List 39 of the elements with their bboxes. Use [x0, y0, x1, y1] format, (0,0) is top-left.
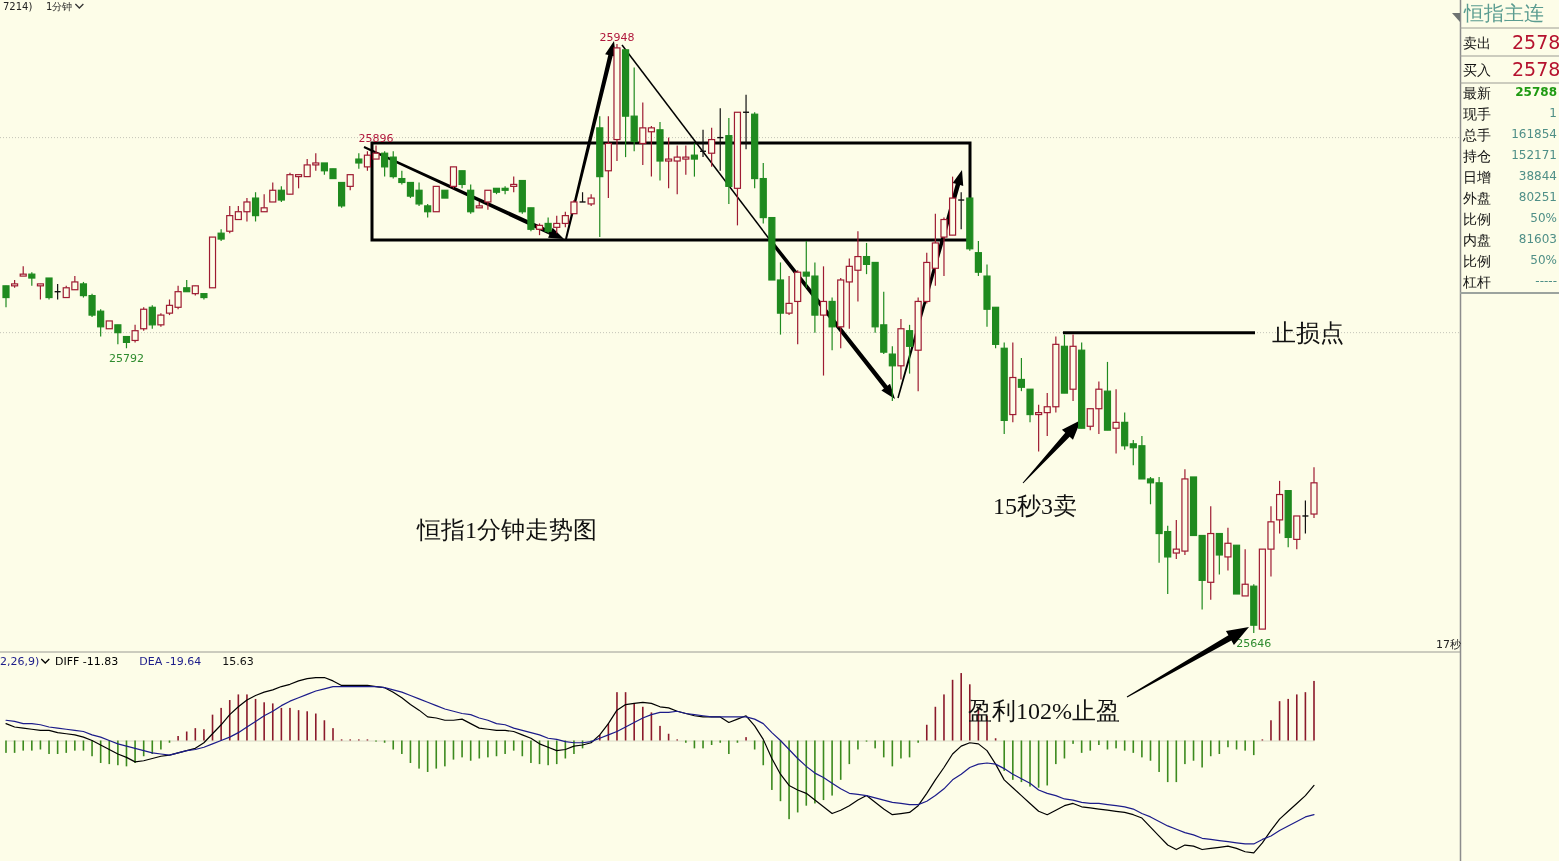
ref-line-label: 止损点 — [1272, 319, 1344, 346]
text: 152171 — [1511, 148, 1557, 162]
chart-title: 2,26,9) — [0, 655, 40, 668]
text: DEA -19.64 — [139, 655, 202, 668]
legend-label: DIFF -11.83 — [55, 655, 119, 668]
text: 恒指1分钟走势图 — [416, 517, 597, 543]
text: 买入 — [1463, 62, 1491, 78]
text: 50% — [1530, 211, 1557, 225]
text: 现手 — [1463, 106, 1491, 122]
text: 80251 — [1518, 190, 1557, 204]
annotation: 25948 — [599, 31, 635, 44]
text: 2578 — [1512, 31, 1559, 53]
text: 38844 — [1518, 169, 1557, 183]
text: 161854 — [1511, 127, 1557, 141]
text: 杠杆 — [1462, 274, 1491, 290]
text: 1分钟 — [46, 1, 73, 12]
text: 50% — [1530, 253, 1557, 267]
text: 外盘 — [1463, 190, 1491, 206]
text: 卖出 — [1463, 35, 1491, 51]
text: 总手 — [1462, 127, 1491, 143]
text: 25788 — [1515, 85, 1557, 99]
text: 持仓 — [1463, 148, 1491, 164]
text: 7214) — [3, 1, 33, 12]
text: 比例 — [1463, 253, 1491, 269]
text: 17秒 — [1436, 638, 1461, 651]
text: 比例 — [1463, 211, 1491, 227]
text: ----- — [1535, 274, 1557, 288]
text: 1 — [1549, 106, 1557, 120]
annotation: 25896 — [358, 132, 394, 146]
annotation: 25646 — [1236, 637, 1272, 650]
text: 最新 — [1463, 85, 1491, 101]
text: 2578 — [1512, 58, 1559, 80]
text: 恒指主连 — [1463, 1, 1544, 25]
text: 日增 — [1463, 169, 1491, 185]
text: 15.63 — [222, 655, 254, 668]
text: 81603 — [1518, 232, 1557, 246]
text: 内盘 — [1463, 232, 1491, 248]
annotation: 15秒3卖 — [993, 493, 1077, 519]
annotation: 25792 — [108, 352, 144, 366]
